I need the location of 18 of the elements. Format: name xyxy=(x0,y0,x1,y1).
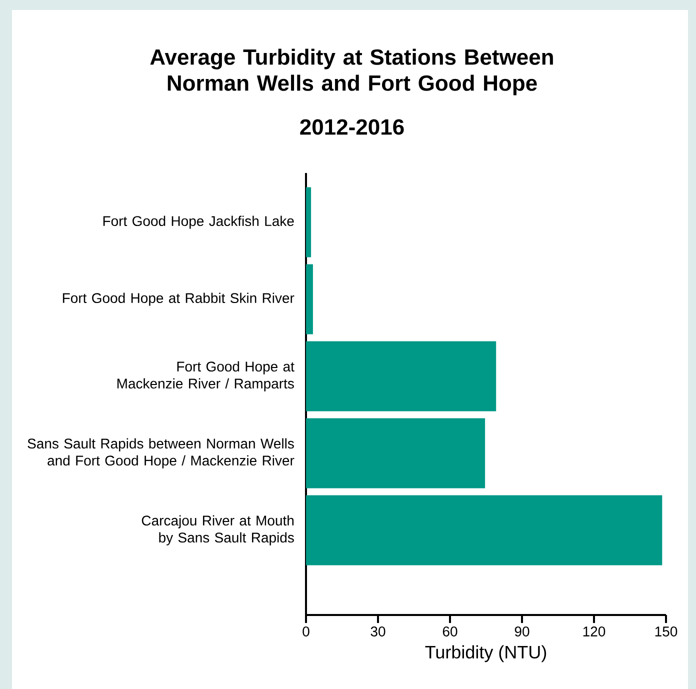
x-tick-label: 0 xyxy=(302,626,310,636)
bar xyxy=(306,418,486,488)
chart-subtitle: 2012-2016 xyxy=(300,119,404,135)
x-tick-label: 120 xyxy=(583,626,606,636)
x-axis-title: Turbidity (NTU) xyxy=(425,645,546,662)
x-tick-label: 60 xyxy=(442,626,458,636)
y-tick-label: Sans Sault Rapids between Norman Wells and Fort Good Hope / Mackenzie River xyxy=(28,438,294,468)
bar xyxy=(306,264,313,334)
x-tick-label: 30 xyxy=(370,626,386,636)
x-tick-label: 150 xyxy=(655,626,678,636)
y-tick-label: Fort Good Hope at Mackenzie River / Ramparts xyxy=(117,361,294,392)
y-tick-label: Fort Good Hope at Rabbit Skin River xyxy=(62,292,294,306)
bar xyxy=(306,495,662,566)
y-tick-label: Carcajou River at Mouth by Sans Sault Rapids xyxy=(142,515,294,546)
bar xyxy=(306,341,496,412)
chart-title: Average Turbidity at Stations Between Norman Wells and Fort Good Hope xyxy=(150,48,553,96)
y-tick-label: Fort Good Hope Jackfish Lake xyxy=(103,216,294,229)
x-tick-label: 90 xyxy=(514,626,530,636)
